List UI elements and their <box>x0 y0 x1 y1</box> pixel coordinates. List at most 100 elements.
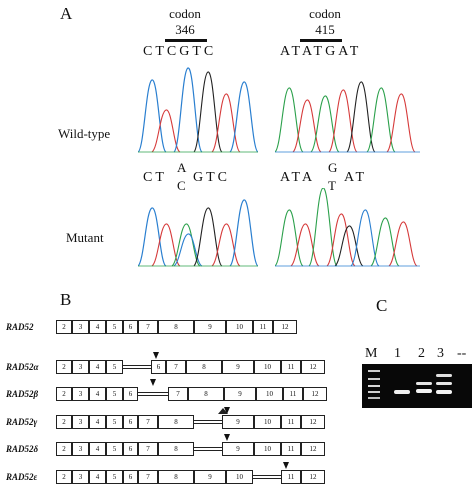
exon-box: 2 <box>56 360 72 374</box>
exon-box: 2 <box>56 387 72 401</box>
exon-box: 3 <box>72 320 89 334</box>
intron-line <box>123 368 151 369</box>
gel-marker-band <box>368 378 380 380</box>
exon-row-label: RAD52ε <box>6 472 38 482</box>
gel-marker-band <box>368 397 380 399</box>
exon-box: 12 <box>301 442 325 456</box>
exon-box: 6 <box>123 387 138 401</box>
exon-box: 11 <box>253 320 273 334</box>
intron-line <box>138 392 168 393</box>
exon-box: 10 <box>226 320 253 334</box>
exon-box: 11 <box>283 387 303 401</box>
mut-seq-left-post: GTC <box>193 170 230 185</box>
splice-marker <box>150 379 156 386</box>
exon-row-label: RAD52δ <box>6 444 39 454</box>
codon-right-number: 415 <box>315 22 335 37</box>
exon-box: 4 <box>89 470 106 484</box>
exon-box: 6 <box>123 320 138 334</box>
exon-box: 3 <box>72 470 89 484</box>
exon-box: 4 <box>89 320 106 334</box>
mut-chromatogram-left <box>138 199 258 267</box>
exon-box: 12 <box>301 360 325 374</box>
gel-marker-band <box>368 391 380 393</box>
exon-box: 2 <box>56 442 72 456</box>
mut-seq-right-top: G <box>328 160 341 175</box>
exon-box: 3 <box>72 415 89 429</box>
exon-box: 5 <box>106 387 123 401</box>
exon-box: 11 <box>281 470 301 484</box>
gel-lane3-band <box>436 390 452 394</box>
exon-box: 12 <box>303 387 327 401</box>
exon-box: 8 <box>186 360 222 374</box>
gel-lane-3: 3 <box>437 346 444 361</box>
codon-left-number: 346 <box>175 22 195 37</box>
exon-box: 3 <box>72 442 89 456</box>
exon-box: 4 <box>89 415 106 429</box>
intron-line <box>194 450 222 451</box>
codon-left-label: codon <box>169 6 201 21</box>
exon-box: 7 <box>138 415 158 429</box>
gel-lane3-band <box>436 382 452 385</box>
intron-line <box>194 420 222 421</box>
mut-seq-left-pre: CT <box>143 170 167 185</box>
wt-seq-right: ATATGAT <box>280 44 362 59</box>
splice-marker <box>283 462 289 469</box>
exon-box: 9 <box>222 360 254 374</box>
exon-box: 8 <box>158 442 194 456</box>
wild-type-label: Wild-type <box>58 126 111 141</box>
exon-box: 6 <box>123 442 138 456</box>
exon-box: 7 <box>138 470 158 484</box>
exon-box: 11 <box>281 360 301 374</box>
wt-seq-left: CTCGTC <box>143 44 217 59</box>
exon-row-label: RAD52α <box>6 362 39 372</box>
exon-box: 4 <box>89 360 106 374</box>
gel-lane-m: M <box>365 346 378 361</box>
exon-box: 9 <box>194 470 226 484</box>
gel-lane3-band <box>436 374 452 377</box>
exon-box: 8 <box>158 320 194 334</box>
exon-box: 11 <box>281 442 301 456</box>
exon-box: 12 <box>301 470 325 484</box>
exon-box: 7 <box>138 320 158 334</box>
gel-marker-band <box>368 370 380 372</box>
gel-lane2-band <box>416 389 432 393</box>
gel-image <box>362 364 472 408</box>
exon-row-label: RAD52β <box>6 389 39 399</box>
intron-line <box>194 423 222 424</box>
gel-lane-2: 2 <box>418 346 425 361</box>
intron-line <box>253 475 281 476</box>
codon-right-label: codon <box>309 6 341 21</box>
gel-lane-blank: -- <box>457 346 467 361</box>
exon-box: 12 <box>273 320 297 334</box>
exon-box: 3 <box>72 360 89 374</box>
panel-b-letter: B <box>60 290 72 309</box>
exon-box: 4 <box>89 387 106 401</box>
exon-box: 9 <box>224 387 256 401</box>
gel-lane-1: 1 <box>394 346 401 361</box>
exon-box: 9 <box>194 320 226 334</box>
codon-right-bar <box>300 39 342 42</box>
exon-box: 10 <box>254 415 281 429</box>
codon-left-bar <box>165 39 207 42</box>
exon-box: 3 <box>72 387 89 401</box>
mut-seq-left-bottom: C <box>177 178 189 193</box>
gel-marker-band <box>368 385 380 387</box>
exon-box: 5 <box>106 320 123 334</box>
exon-box: 4 <box>89 442 106 456</box>
exon-box: 10 <box>226 470 253 484</box>
exon-box: 6 <box>123 470 138 484</box>
exon-box: 2 <box>56 415 72 429</box>
exon-box: 7 <box>138 442 158 456</box>
exon-box: 9 <box>222 442 254 456</box>
exon-row-label: RAD52 <box>6 322 34 332</box>
exon-box: 8 <box>158 415 194 429</box>
panel-a-letter: A <box>60 4 73 23</box>
mut-seq-left-top: A <box>177 160 190 175</box>
exon-row-label: RAD52γ <box>6 417 38 427</box>
wt-chromatogram-right <box>275 81 420 153</box>
exon-box: 5 <box>106 442 123 456</box>
exon-box: 6 <box>123 415 138 429</box>
gel-lane2-band <box>416 382 432 385</box>
splice-marker <box>153 352 159 359</box>
splice-marker <box>224 434 230 441</box>
